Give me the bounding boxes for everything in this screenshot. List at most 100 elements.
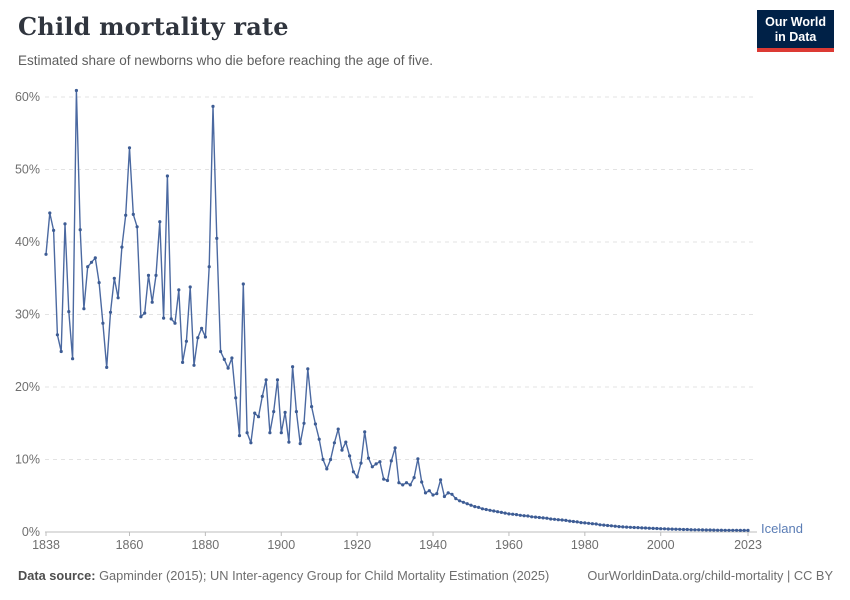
series-point[interactable] [632, 525, 636, 530]
series-point[interactable] [211, 104, 215, 108]
series-point[interactable] [655, 526, 659, 531]
series-point[interactable] [545, 516, 549, 520]
series-point[interactable] [131, 212, 135, 216]
series-point[interactable] [393, 446, 397, 450]
series-point[interactable] [735, 528, 739, 532]
series-point[interactable] [279, 431, 283, 435]
series-point[interactable] [507, 512, 511, 516]
series-point[interactable] [124, 213, 128, 217]
series-point[interactable] [82, 307, 86, 311]
series-point[interactable] [275, 378, 280, 382]
series-point[interactable] [530, 515, 534, 519]
series-point[interactable] [587, 521, 591, 525]
series-point[interactable] [234, 396, 238, 400]
footer-license-link[interactable]: OurWorldinData.org/child-mortality | CC … [587, 568, 833, 583]
series-point[interactable] [67, 310, 71, 314]
series-point[interactable] [689, 528, 693, 532]
series-point[interactable] [294, 410, 298, 414]
series-point[interactable] [408, 483, 412, 487]
series-point[interactable] [727, 528, 731, 532]
series-point[interactable] [55, 333, 60, 337]
series-point[interactable] [150, 300, 154, 304]
series-point[interactable] [454, 497, 458, 501]
series-point[interactable] [404, 481, 409, 485]
series-point[interactable] [44, 252, 48, 256]
series-point[interactable] [188, 285, 192, 289]
series-point[interactable] [442, 494, 446, 499]
series-point[interactable] [260, 394, 264, 398]
series-point[interactable] [617, 525, 621, 529]
series-point[interactable] [522, 514, 526, 518]
series-point[interactable] [355, 475, 359, 479]
series-point[interactable] [621, 525, 625, 529]
series-point[interactable] [674, 527, 678, 531]
series-point[interactable] [177, 288, 181, 292]
series-point[interactable] [666, 527, 670, 531]
series-point[interactable] [374, 462, 378, 466]
series-point[interactable] [165, 174, 169, 178]
series-point[interactable] [139, 315, 143, 319]
series-point[interactable] [253, 411, 257, 415]
series-point[interactable] [492, 509, 496, 513]
series-point[interactable] [427, 489, 431, 493]
series-point[interactable] [503, 511, 507, 515]
series-point[interactable] [439, 478, 443, 482]
series-point[interactable] [716, 528, 720, 532]
series-point[interactable] [636, 526, 640, 530]
series-point[interactable] [363, 430, 367, 434]
series-point[interactable] [317, 437, 321, 441]
series-point[interactable] [469, 503, 473, 507]
series-point[interactable] [127, 146, 132, 150]
series-point[interactable] [120, 245, 124, 249]
series-points-iceland[interactable] [44, 88, 750, 533]
series-point[interactable] [344, 440, 348, 444]
series-point[interactable] [450, 492, 454, 496]
series-point[interactable] [264, 378, 268, 382]
series-point[interactable] [647, 526, 651, 530]
series-point[interactable] [431, 493, 435, 497]
series-point[interactable] [435, 492, 439, 496]
series-point[interactable] [313, 422, 317, 426]
series-point[interactable] [594, 522, 598, 526]
series-point[interactable] [154, 273, 158, 277]
series-point[interactable] [306, 367, 310, 371]
series-point[interactable] [370, 465, 374, 469]
series-point[interactable] [196, 336, 200, 340]
entity-label-iceland[interactable]: Iceland [761, 521, 803, 536]
series-point[interactable] [659, 527, 663, 531]
series-point[interactable] [272, 410, 276, 414]
series-point[interactable] [461, 500, 465, 504]
series-point[interactable] [681, 527, 686, 532]
series-point[interactable] [484, 507, 488, 512]
series-point[interactable] [321, 457, 325, 462]
series-point[interactable] [480, 507, 484, 511]
series-point[interactable] [678, 527, 682, 531]
series-point[interactable] [397, 481, 401, 485]
series-point[interactable] [738, 528, 743, 533]
series-point[interactable] [89, 260, 94, 264]
series-point[interactable] [473, 505, 477, 509]
series-point[interactable] [568, 519, 572, 523]
series-point[interactable] [192, 363, 196, 367]
series-point[interactable] [48, 211, 52, 215]
series-point[interactable] [385, 478, 390, 483]
series-point[interactable] [549, 517, 553, 521]
series-point[interactable] [537, 515, 541, 520]
series-point[interactable] [97, 281, 101, 285]
series-point[interactable] [173, 321, 177, 325]
series-point[interactable] [541, 516, 545, 520]
series-point[interactable] [693, 528, 697, 532]
series-point[interactable] [348, 454, 352, 458]
series-point[interactable] [628, 525, 633, 529]
series-point[interactable] [579, 521, 583, 525]
series-point[interactable] [256, 415, 261, 419]
series-point[interactable] [268, 431, 272, 435]
series-point[interactable] [697, 528, 701, 532]
series-point[interactable] [609, 524, 614, 528]
series-point[interactable] [135, 225, 139, 229]
series-point[interactable] [184, 339, 188, 343]
series-point[interactable] [162, 316, 166, 320]
series-point[interactable] [169, 317, 173, 321]
series-point[interactable] [606, 523, 610, 528]
series-point[interactable] [488, 508, 492, 512]
